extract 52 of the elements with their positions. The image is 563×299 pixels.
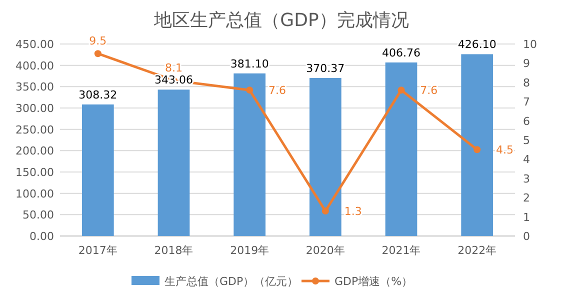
bar [158, 90, 190, 236]
y-tick-label: 300.00 [16, 102, 54, 115]
y-tick-label: 200.00 [16, 144, 54, 158]
y2-tick-label: 6 [523, 114, 530, 128]
point [94, 50, 102, 58]
x-tick-label: 2017年 [78, 244, 118, 257]
y-tick-label: 0.00 [30, 230, 54, 243]
data-label: 1.3 [344, 205, 362, 218]
y2-tick-label: 9 [523, 57, 530, 70]
point [398, 86, 405, 94]
x-tick-label: 2018年 [154, 244, 194, 257]
bar [385, 62, 418, 236]
bar [82, 104, 114, 236]
y-tick-label: 50.00 [22, 208, 54, 222]
y-tick-label: 350.00 [16, 80, 54, 94]
y-tick-label: 400.00 [16, 59, 54, 72]
data-label: 406.76 [382, 46, 420, 60]
x-tick-label: 2020年 [306, 244, 345, 257]
x-tick-label: 2021年 [382, 244, 421, 257]
data-label: 7.6 [420, 84, 438, 98]
chart-title: 地区生产总值（GDP）完成情况 [153, 10, 409, 31]
bar [309, 78, 342, 236]
legend-label: 生产总值（GDP）（亿元） [164, 275, 298, 288]
x-tick-label: 2022年 [458, 244, 497, 257]
data-label: 370.37 [306, 62, 345, 75]
data-label: 4.5 [496, 144, 514, 157]
data-label: 308.32 [78, 88, 118, 102]
bar [234, 73, 266, 236]
point [246, 86, 254, 94]
y-tick-label: 450.00 [16, 38, 54, 51]
y2-tick-label: 0 [523, 230, 530, 243]
y2-tick-label: 10 [523, 38, 537, 51]
data-label: 381.10 [230, 57, 269, 70]
y-tick-label: 150.00 [16, 166, 54, 179]
y2-tick-label: 1 [523, 210, 530, 224]
legend-label: GDP增速（%） [334, 275, 413, 288]
y2-tick-label: 4 [523, 153, 530, 166]
y-tick-label: 250.00 [16, 123, 54, 136]
bar [461, 54, 494, 236]
y2-tick-label: 8 [523, 76, 530, 90]
y2-tick-label: 5 [523, 134, 530, 147]
y2-tick-label: 3 [523, 172, 530, 186]
y-tick-label: 100.00 [16, 187, 54, 200]
x-tick-label: 2019年 [230, 244, 270, 257]
data-label: 9.5 [89, 34, 107, 48]
point [474, 146, 481, 154]
data-label: 7.6 [268, 84, 286, 98]
data-label: 8.1 [165, 61, 182, 74]
data-label: 426.10 [458, 38, 496, 52]
y2-tick-label: 7 [523, 96, 530, 109]
point [322, 208, 329, 215]
y2-tick-label: 2 [523, 192, 530, 205]
